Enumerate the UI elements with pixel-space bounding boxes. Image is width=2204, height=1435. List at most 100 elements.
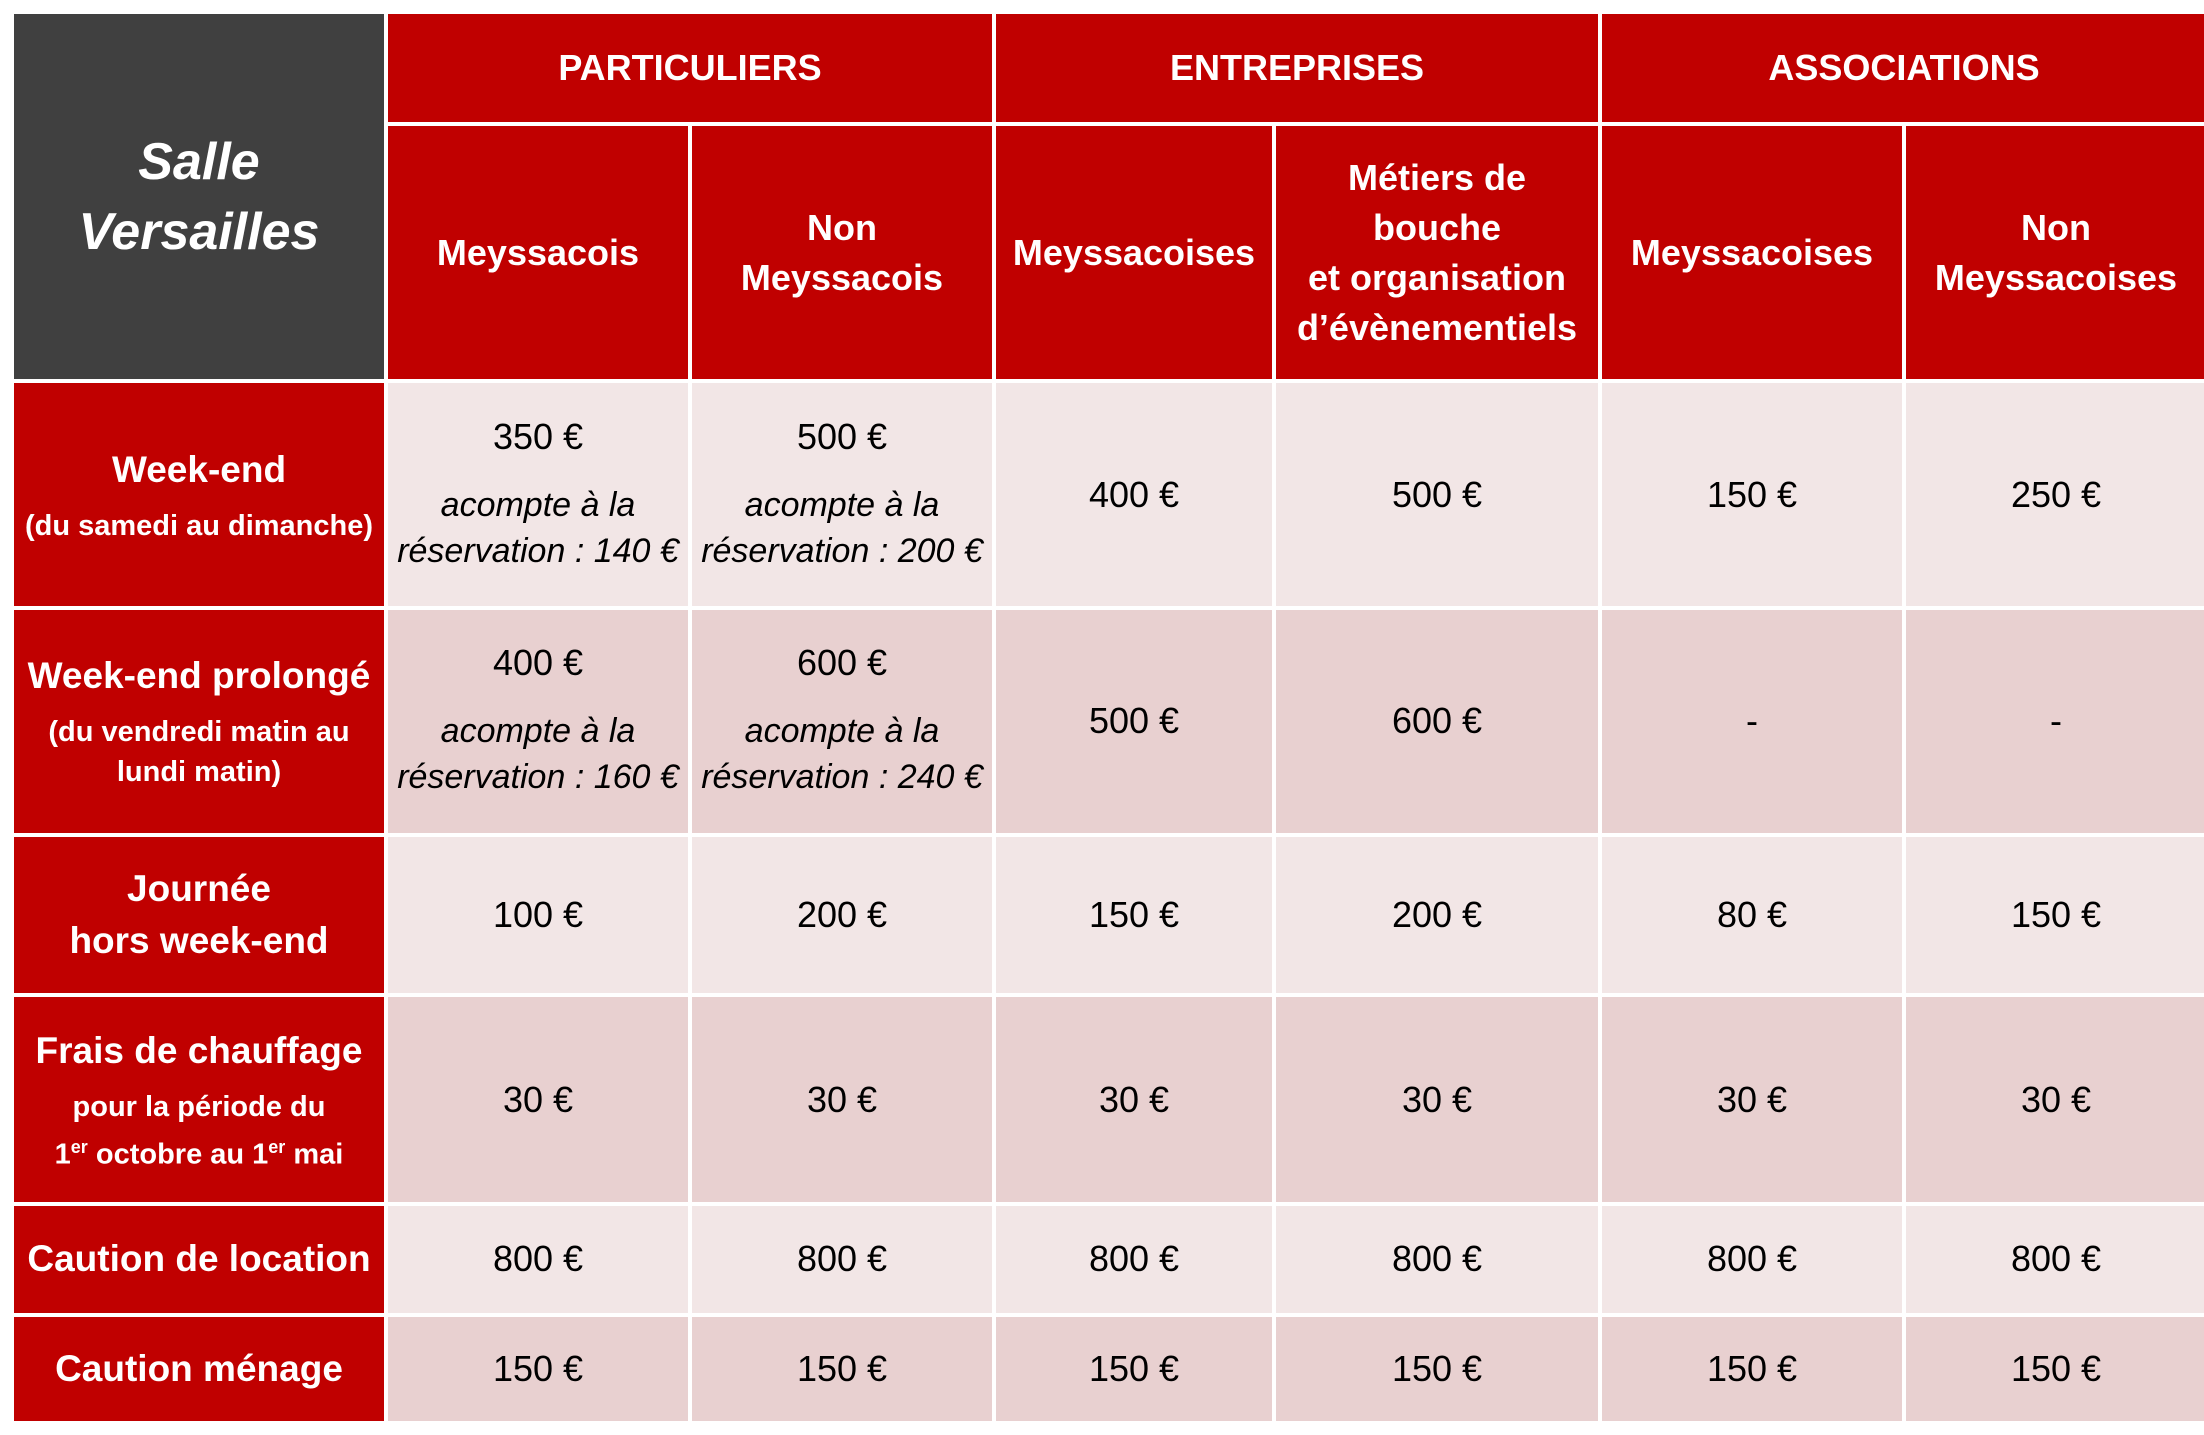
column-header-non-meyssacoises: Non Meyssacoises [1906,126,2204,380]
price-cell: 150 € [1602,383,1902,607]
price-cell: 800 € [692,1206,992,1313]
price-value: 500 € [796,415,888,457]
pricing-table: Salle Versailles PARTICULIERS ENTREPRISE… [10,10,2204,1425]
column-header-line: et organisation [1307,256,1567,298]
note-text: octobre au 1 [87,1138,269,1171]
price-cell: 250 € [1906,383,2204,607]
price-cell: 600 € [1276,610,1598,833]
row-header-note-line: 1er octobre au 1er mai [14,1127,384,1175]
column-header-line: Meyssacoises [1630,231,1874,273]
price-cell: 150 € [1276,1316,1598,1421]
deposit-line: acompte à la [744,485,940,524]
row-header-weekend-prolonge: Week-end prolongé (du vendredi matin au … [14,610,384,833]
price-cell: 500 € [996,610,1272,833]
price-cell: - [1602,610,1902,833]
column-header-line: Non [2021,206,2091,248]
price-value: 400 € [492,642,584,684]
deposit-line: réservation : 160 € [397,758,679,797]
column-header-line: d’évènementiels [1296,306,1578,348]
table-row-caution-location: Caution de location 800 € 800 € 800 € 80… [14,1206,2204,1313]
table-row-caution-menage: Caution ménage 150 € 150 € 150 € 150 € 1… [14,1316,2204,1421]
column-header-metiers-de-bouche: Métiers de bouche et organisation d’évèn… [1276,126,1598,380]
price-value: 350 € [492,415,584,457]
column-header-line: bouche [1372,206,1501,248]
price-cell: 80 € [1602,836,1902,994]
note-text: mai [285,1138,344,1171]
price-cell: 500 € [1276,383,1598,607]
price-cell: 30 € [996,997,1272,1203]
table-row-weekend-prolonge: Week-end prolongé (du vendredi matin au … [14,610,2204,833]
table-title: Salle Versailles [14,14,384,380]
row-header-note: (du vendredi matin au lundi matin) [14,712,384,792]
price-cell: 400 € acompte à la réservation : 160 € [388,610,688,833]
row-header-label: hors week-end [69,920,329,962]
table-title-line1: Salle [138,132,260,191]
deposit-line: acompte à la [440,712,636,751]
note-text: 1 [54,1138,71,1171]
row-header-note-line: lundi matin) [116,756,282,789]
column-header-associations-meyssacoises: Meyssacoises [1602,126,1902,380]
price-cell: 800 € [996,1206,1272,1313]
deposit-note: acompte à la réservation : 200 € [692,482,992,574]
row-header-caution-location: Caution de location [14,1206,384,1313]
price-cell: 150 € [1602,1316,1902,1421]
note-superscript: er [70,1136,88,1157]
column-header-entreprises-meyssacoises: Meyssacoises [996,126,1272,380]
column-header-line: Non [807,206,877,248]
deposit-note: acompte à la réservation : 240 € [692,708,992,800]
row-header-weekend: Week-end (du samedi au dimanche) [14,383,384,607]
price-cell: 400 € [996,383,1272,607]
deposit-note: acompte à la réservation : 140 € [388,482,688,574]
price-cell: 30 € [1906,997,2204,1203]
price-cell: 200 € [1276,836,1598,994]
price-value: 600 € [796,642,888,684]
row-header-label: Caution de location [27,1238,371,1280]
price-cell: 800 € [388,1206,688,1313]
price-cell: 800 € [1276,1206,1598,1313]
column-header-row: Meyssacois Non Meyssacois Meyssacoises M… [14,126,2204,380]
price-cell: 150 € [1906,1316,2204,1421]
table-row-chauffage: Frais de chauffage pour la période du 1e… [14,997,2204,1203]
group-header-associations: ASSOCIATIONS [1602,14,2204,123]
group-header-particuliers: PARTICULIERS [388,14,992,123]
price-cell: 100 € [388,836,688,994]
deposit-line: acompte à la [744,712,940,751]
row-header-label: Journée [127,868,271,910]
price-cell: 350 € acompte à la réservation : 140 € [388,383,688,607]
price-cell: 200 € [692,836,992,994]
column-header-line: Meyssacois [740,256,944,298]
price-cell: 600 € acompte à la réservation : 240 € [692,610,992,833]
column-header-line: Métiers de [1347,156,1527,198]
price-cell: 800 € [1602,1206,1902,1313]
column-header-line: Meyssacois [436,231,640,273]
column-header-line: Meyssacoises [1934,256,2178,298]
deposit-line: réservation : 200 € [701,531,983,570]
row-header-note: pour la période du 1er octobre au 1er ma… [14,1087,384,1175]
price-cell: 150 € [692,1316,992,1421]
group-header-entreprises: ENTREPRISES [996,14,1598,123]
row-header-caution-menage: Caution ménage [14,1316,384,1421]
price-cell: 30 € [1276,997,1598,1203]
price-cell: 150 € [996,836,1272,994]
deposit-line: réservation : 140 € [397,531,679,570]
row-header-note: (du samedi au dimanche) [24,509,374,542]
note-superscript: er [268,1136,286,1157]
price-cell: 150 € [388,1316,688,1421]
price-cell: 500 € acompte à la réservation : 200 € [692,383,992,607]
row-header-label: Week-end [111,448,287,490]
row-header-journee: Journée hors week-end [14,836,384,994]
group-header-row: Salle Versailles PARTICULIERS ENTREPRISE… [14,14,2204,380]
deposit-line: réservation : 240 € [701,758,983,797]
table-title-line2: Versailles [78,202,320,261]
price-cell: 30 € [388,997,688,1203]
price-cell: 150 € [1906,836,2204,994]
row-header-label: Week-end prolongé [27,655,371,697]
table-row-journee: Journée hors week-end 100 € 200 € 150 € … [14,836,2204,994]
row-header-label: Caution ménage [55,1347,343,1389]
pricing-table-container: Salle Versailles PARTICULIERS ENTREPRISE… [14,14,2204,1421]
price-cell: 150 € [996,1316,1272,1421]
row-header-label: Frais de chauffage [35,1029,363,1071]
deposit-note: acompte à la réservation : 160 € [388,708,688,800]
column-header-non-meyssacois: Non Meyssacois [692,126,992,380]
row-header-note-line: pour la période du [72,1090,326,1123]
